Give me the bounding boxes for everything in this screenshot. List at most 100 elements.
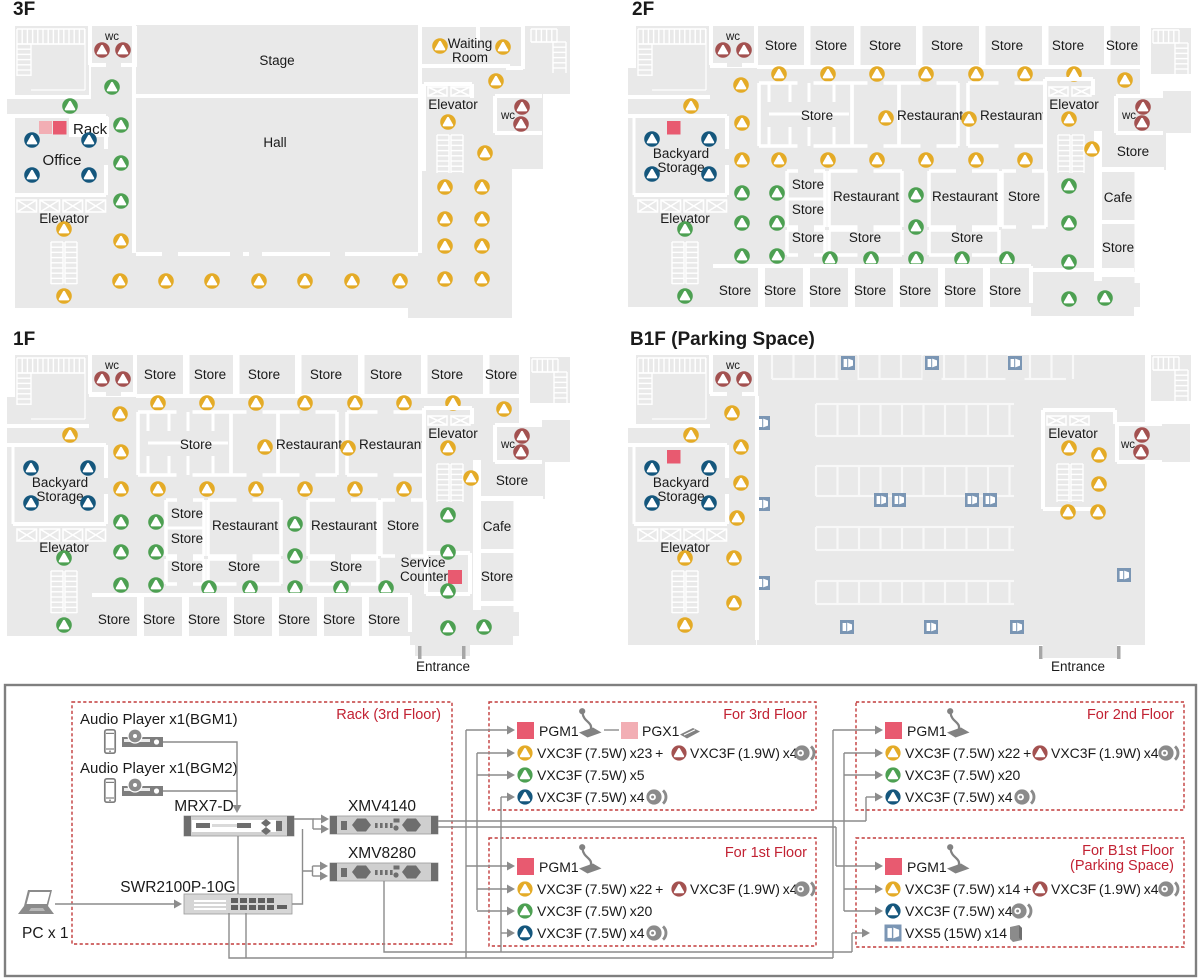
svg-text:Store: Store — [171, 559, 203, 574]
svg-text:Store: Store — [194, 367, 226, 382]
svg-text:Store: Store — [931, 38, 963, 53]
svg-text:VXC3F (7.5W) x20: VXC3F (7.5W) x20 — [905, 767, 1021, 783]
svg-text:XMV8280: XMV8280 — [348, 845, 416, 862]
svg-text:Restaurant: Restaurant — [980, 108, 1046, 123]
svg-text:Store: Store — [310, 367, 342, 382]
svg-text:VXC3F (1.9W) x4: VXC3F (1.9W) x4 — [1051, 881, 1159, 897]
svg-text:SWR2100P-10G: SWR2100P-10G — [120, 879, 235, 896]
svg-text:VXC3F (7.5W) x4: VXC3F (7.5W) x4 — [905, 903, 1013, 919]
svg-text:Backyard: Backyard — [653, 146, 709, 161]
svg-text:wc: wc — [104, 360, 119, 372]
svg-text:wc: wc — [1120, 439, 1135, 451]
svg-text:Store: Store — [368, 612, 400, 627]
svg-text:VXS5 (15W) x14: VXS5 (15W) x14 — [905, 925, 1007, 941]
svg-text:Store: Store — [991, 38, 1023, 53]
svg-text:Store: Store — [764, 283, 796, 298]
svg-text:Cafe: Cafe — [483, 519, 512, 534]
svg-text:VXC3F (7.5W) x4: VXC3F (7.5W) x4 — [537, 925, 645, 941]
svg-text:Audio Player x1(BGM2): Audio Player x1(BGM2) — [80, 760, 238, 777]
svg-text:Store: Store — [792, 230, 824, 245]
svg-text:Elevator: Elevator — [428, 97, 478, 112]
svg-text:Elevator: Elevator — [39, 211, 89, 226]
svg-text:Restaurant: Restaurant — [897, 108, 963, 123]
svg-text:2F: 2F — [632, 0, 654, 20]
svg-text:wc: wc — [725, 31, 740, 43]
svg-text:Store: Store — [228, 559, 260, 574]
svg-text:VXC3F (7.5W) x14 +: VXC3F (7.5W) x14 + — [905, 881, 1031, 897]
svg-text:Store: Store — [801, 108, 833, 123]
svg-text:VXC3F (7.5W) x20: VXC3F (7.5W) x20 — [537, 903, 653, 919]
svg-text:wc: wc — [1121, 110, 1136, 122]
svg-text:Store: Store — [485, 367, 517, 382]
svg-text:Counter: Counter — [400, 569, 449, 584]
svg-text:Store: Store — [1008, 189, 1040, 204]
svg-text:Store: Store — [387, 518, 419, 533]
svg-text:Store: Store — [431, 367, 463, 382]
svg-text:Elevator: Elevator — [428, 426, 478, 441]
svg-text:Store: Store — [944, 283, 976, 298]
svg-text:Elevator: Elevator — [660, 211, 710, 226]
svg-text:Store: Store — [496, 473, 528, 488]
svg-text:Storage: Storage — [36, 489, 83, 504]
svg-text:Elevator: Elevator — [1048, 426, 1098, 441]
svg-text:Room: Room — [452, 50, 488, 65]
svg-text:VXC3F (1.9W) x4: VXC3F (1.9W) x4 — [1051, 745, 1159, 761]
svg-text:Rack (3rd Floor): Rack (3rd Floor) — [336, 707, 441, 723]
svg-text:Waiting: Waiting — [448, 36, 493, 51]
svg-text:Store: Store — [248, 367, 280, 382]
svg-text:Store: Store — [854, 283, 886, 298]
svg-text:Store: Store — [233, 612, 265, 627]
svg-text:Store: Store — [849, 230, 881, 245]
svg-text:For 1st Floor: For 1st Floor — [725, 845, 807, 861]
svg-text:Restaurant: Restaurant — [276, 437, 342, 452]
svg-text:(Parking Space): (Parking Space) — [1070, 858, 1174, 874]
svg-text:Hall: Hall — [263, 135, 286, 150]
svg-text:3F: 3F — [13, 0, 35, 20]
svg-text:Store: Store — [809, 283, 841, 298]
svg-text:Store: Store — [143, 612, 175, 627]
svg-text:Rack: Rack — [73, 121, 108, 138]
svg-text:Store: Store — [278, 612, 310, 627]
svg-text:B1F (Parking Space): B1F (Parking Space) — [630, 329, 815, 350]
svg-text:wc: wc — [500, 110, 515, 122]
svg-text:wc: wc — [104, 31, 119, 43]
svg-text:Store: Store — [1106, 38, 1138, 53]
svg-text:Store: Store — [330, 559, 362, 574]
svg-text:VXC3F (1.9W) x4: VXC3F (1.9W) x4 — [690, 745, 798, 761]
svg-text:VXC3F (7.5W) x23 +: VXC3F (7.5W) x23 + — [537, 745, 663, 761]
svg-text:PC x 1: PC x 1 — [22, 925, 69, 942]
svg-text:Store: Store — [815, 38, 847, 53]
svg-text:Store: Store — [323, 612, 355, 627]
svg-text:Restaurant: Restaurant — [833, 189, 899, 204]
svg-text:For 2nd Floor: For 2nd Floor — [1087, 707, 1174, 723]
svg-text:Store: Store — [989, 283, 1021, 298]
svg-text:Store: Store — [792, 202, 824, 217]
svg-text:Store: Store — [765, 38, 797, 53]
svg-text:Store: Store — [171, 506, 203, 521]
svg-text:wc: wc — [500, 439, 515, 451]
svg-text:Elevator: Elevator — [39, 540, 89, 555]
svg-text:Service: Service — [400, 555, 445, 570]
svg-text:Store: Store — [792, 177, 824, 192]
svg-text:Store: Store — [144, 367, 176, 382]
svg-text:PGM1: PGM1 — [539, 859, 579, 875]
svg-text:Audio Player x1(BGM1): Audio Player x1(BGM1) — [80, 711, 238, 728]
svg-text:Storage: Storage — [657, 489, 704, 504]
svg-text:Restaurant: Restaurant — [359, 437, 425, 452]
svg-text:Backyard: Backyard — [32, 475, 88, 490]
svg-text:VXC3F (7.5W) x4: VXC3F (7.5W) x4 — [537, 789, 645, 805]
svg-text:MRX7-D: MRX7-D — [174, 798, 233, 815]
svg-text:Store: Store — [171, 531, 203, 546]
svg-text:Restaurant: Restaurant — [311, 518, 377, 533]
svg-text:For 3rd Floor: For 3rd Floor — [723, 707, 807, 723]
svg-text:Store: Store — [951, 230, 983, 245]
svg-text:XMV4140: XMV4140 — [348, 798, 416, 815]
svg-text:Stage: Stage — [259, 53, 294, 68]
svg-text:VXC3F (7.5W) x22 +: VXC3F (7.5W) x22 + — [905, 745, 1031, 761]
svg-text:PGX1: PGX1 — [642, 723, 680, 739]
svg-text:Backyard: Backyard — [653, 475, 709, 490]
svg-text:Restaurant: Restaurant — [932, 189, 998, 204]
svg-text:Storage: Storage — [657, 160, 704, 175]
svg-text:wc: wc — [725, 360, 740, 372]
svg-text:Elevator: Elevator — [660, 540, 710, 555]
